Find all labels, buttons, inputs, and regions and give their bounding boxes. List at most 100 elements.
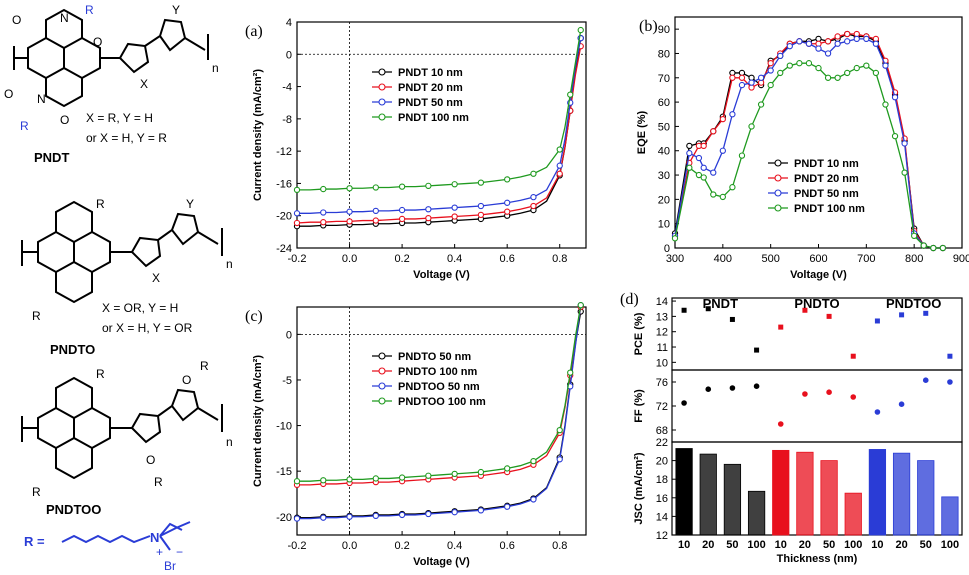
charts-layer: -0.2 0.0 0.2 0.4 0.6 0.840-4-8-12-16-20-24Vol… (245, 16, 969, 568)
data-point (844, 38, 851, 45)
data-point (346, 185, 353, 192)
jsc-axis-label: JSC (mA/cm²) (633, 452, 645, 524)
data-point (815, 45, 822, 52)
jsc-y-tick-label: 12 (656, 530, 668, 542)
y-tick-label: 60 (658, 97, 670, 109)
pndt-o4: O (60, 113, 69, 127)
panel-label: (b) (639, 18, 658, 35)
data-point (398, 474, 406, 481)
y-tick-label: 4 (286, 17, 292, 29)
data-point (320, 219, 327, 226)
pndt-r-bottom: R (20, 119, 29, 133)
x-tick-label: 0.2 (394, 253, 409, 265)
data-point (710, 128, 717, 135)
data-point (451, 213, 458, 220)
data-point (844, 30, 851, 38)
data-point (805, 60, 813, 67)
jsc-bar (820, 460, 838, 536)
x-tick-label: 600 (809, 253, 827, 265)
thickness-tick-label: 100 (844, 539, 862, 551)
series-3 (671, 60, 947, 252)
y-tick-label: 80 (658, 48, 670, 60)
data-point (346, 476, 353, 483)
x-tick-label: 300 (666, 253, 684, 265)
data-point (911, 232, 918, 239)
ff-point (802, 391, 808, 397)
thickness-tick-label: 100 (941, 539, 959, 551)
group-label: PNDTOO (886, 296, 941, 311)
data-point (796, 38, 803, 45)
jsc-bar (892, 452, 911, 536)
y-tick-label: -20 (276, 512, 292, 524)
legend-marker (378, 367, 386, 375)
data-point (777, 69, 784, 77)
y-tick-label: 20 (658, 194, 670, 206)
r-definition: R = N + − Br (24, 521, 191, 573)
legend-marker (378, 113, 386, 121)
legend-marker (378, 68, 386, 76)
series-3 (293, 302, 584, 485)
pndto-cond1: X = OR, Y = H (102, 301, 178, 315)
series-line (297, 305, 582, 520)
y-tick-label: 70 (658, 73, 670, 85)
thickness-tick-label: 20 (895, 539, 907, 551)
data-point (372, 217, 379, 224)
x-tick-label: 0.2 (394, 540, 409, 552)
data-point (425, 472, 432, 479)
y-tick-label: 0 (664, 243, 670, 255)
x-tick-label: 0.8 (552, 540, 567, 552)
data-point (824, 74, 832, 81)
panel-label: (c) (245, 308, 263, 325)
ff-point (777, 421, 784, 427)
jsc-bar (772, 449, 790, 536)
data-point (719, 193, 726, 201)
data-point (853, 35, 860, 43)
jsc-bar (868, 449, 887, 536)
data-point (834, 40, 841, 47)
x-tick-label: 500 (761, 253, 779, 265)
pndt-y: Y (172, 3, 180, 17)
data-point (729, 74, 736, 81)
jsc-y-tick-label: 22 (656, 437, 668, 449)
legend-label: PNDTOO 50 nm (398, 381, 480, 393)
y-tick-label: 0 (286, 49, 292, 61)
pndto-structure: R R Y X n X = OR, Y = H or X = H, Y = OR… (21, 197, 233, 357)
pndt-x: X (140, 77, 148, 91)
data-point (451, 204, 458, 211)
data-point (729, 184, 736, 191)
data-point (504, 208, 511, 215)
legend-label: PNDT 10 nm (794, 158, 859, 170)
data-point (477, 507, 485, 514)
data-point (686, 164, 693, 171)
data-point (425, 214, 432, 222)
y-tick-label: -20 (276, 211, 292, 223)
data-point (891, 94, 899, 101)
data-point (504, 503, 511, 510)
data-point (710, 191, 717, 198)
data-point (530, 496, 537, 503)
legend-label: PNDT 20 nm (398, 82, 463, 94)
legend-marker (774, 189, 782, 197)
data-point (293, 210, 301, 217)
chemical-structures: R N R N O O O O Y X n X = R, Y = H or X … (4, 3, 233, 573)
pndto-x: X (152, 271, 160, 285)
y-tick-label: -10 (276, 421, 292, 433)
legend-label: PNDT 10 nm (398, 67, 463, 79)
data-point (346, 208, 353, 215)
pndt-n-top: N (60, 11, 69, 25)
plot-frame (296, 306, 587, 536)
data-point (748, 79, 755, 86)
pndtoo-o-top: O (182, 373, 191, 387)
jsc-bar (675, 448, 693, 536)
data-point (556, 456, 563, 463)
x-tick-label: 400 (714, 253, 732, 265)
data-point (738, 74, 746, 81)
data-point (824, 38, 832, 45)
data-point (556, 426, 563, 434)
legend-marker (378, 397, 386, 405)
y-tick-label: 30 (658, 170, 670, 182)
data-point (700, 142, 707, 150)
pndt-o3: O (4, 87, 13, 101)
legend-marker (378, 352, 386, 360)
ff-point (826, 389, 832, 396)
